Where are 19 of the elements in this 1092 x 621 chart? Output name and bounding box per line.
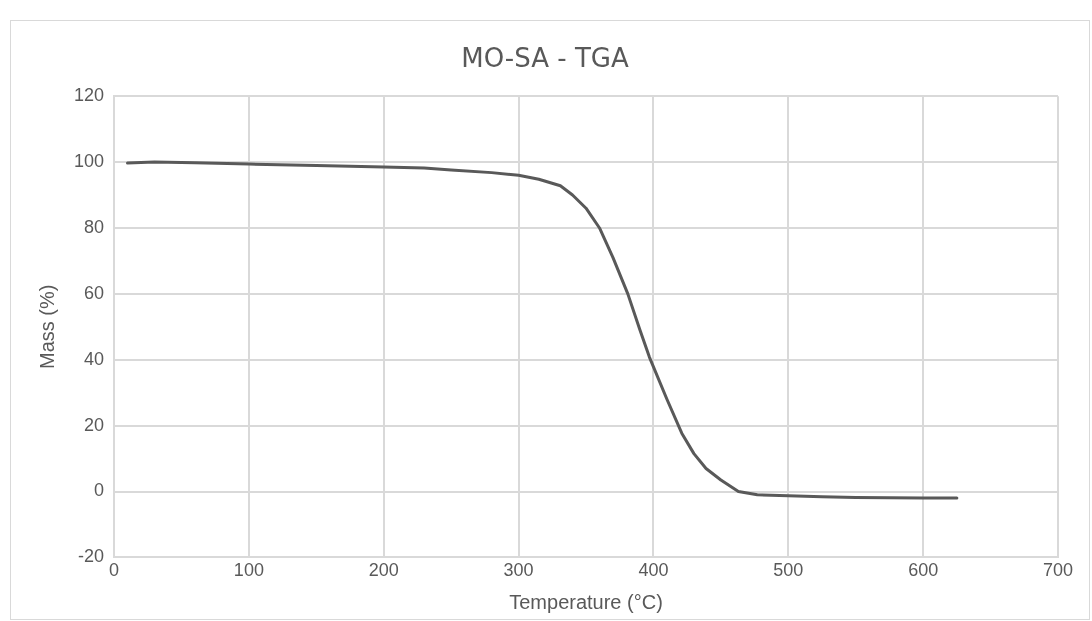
x-tick-label: 200	[368, 560, 399, 581]
x-tick-label: 700	[1042, 560, 1074, 581]
y-tick-label: 80	[84, 216, 105, 237]
y-tick-label: 60	[84, 282, 105, 303]
y-tick-label: 120	[73, 85, 105, 106]
y-tick-label: 0	[94, 480, 105, 501]
x-tick-label: 300	[503, 560, 534, 581]
y-tick-label: 20	[84, 414, 105, 435]
chart-title: MO-SA - TGA	[461, 43, 629, 74]
y-axis-title: Mass (%)	[35, 284, 58, 370]
x-tick-label: 400	[638, 560, 669, 581]
y-tick-label: -20	[78, 546, 105, 567]
x-tick-label: 0	[109, 560, 120, 581]
x-axis-title: Temperature (°C)	[509, 590, 663, 613]
x-tick-label: 500	[773, 560, 804, 581]
y-tick-label: 100	[73, 151, 105, 172]
x-tick-label: 600	[908, 560, 939, 581]
y-tick-label: 40	[84, 348, 105, 369]
x-tick-label: 100	[233, 560, 264, 581]
